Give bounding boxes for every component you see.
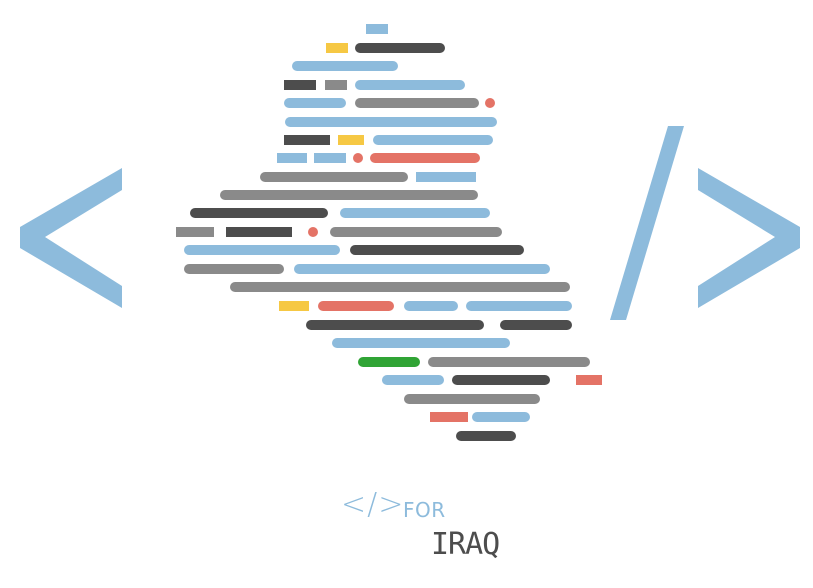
map-code-line-41 [428, 357, 590, 367]
map-code-line-20 [416, 172, 476, 182]
map-code-line-14 [373, 135, 493, 145]
map-code-line-5 [284, 80, 316, 90]
map-code-line-28 [184, 245, 340, 255]
map-code-line-37 [306, 320, 484, 330]
map-code-line-7 [355, 80, 465, 90]
map-code-line-45 [404, 394, 540, 404]
map-code-line-40 [358, 357, 420, 367]
map-code-line-21 [220, 190, 478, 200]
map-code-line-18 [370, 153, 480, 163]
map-code-line-39 [332, 338, 510, 348]
map-code-line-47 [472, 412, 530, 422]
map-code-line-10 [485, 98, 495, 108]
map-code-line-11 [285, 117, 497, 127]
map-code-line-19 [260, 172, 408, 182]
map-code-line-9 [355, 98, 479, 108]
code-brackets-icon [20, 126, 800, 320]
map-code-line-23 [340, 208, 490, 218]
map-code-line-4 [292, 61, 398, 71]
map-code-line-25 [226, 227, 292, 237]
map-code-line-17 [353, 153, 363, 163]
map-code-line-48 [456, 431, 516, 441]
map-code-line-2 [326, 43, 348, 53]
slash-icon [610, 126, 684, 320]
map-code-line-3 [355, 43, 445, 53]
map-code-line-30 [184, 264, 284, 274]
map-code-line-15 [277, 153, 307, 163]
map-code-line-29 [350, 245, 524, 255]
map-code-line-22 [190, 208, 328, 218]
map-code-line-1 [366, 24, 388, 34]
right-angle-bracket-icon [698, 168, 800, 308]
map-code-line-35 [404, 301, 458, 311]
map-code-line-46 [430, 412, 468, 422]
map-code-line-34 [318, 301, 394, 311]
map-code-line-43 [452, 375, 550, 385]
map-code-line-8 [284, 98, 346, 108]
left-angle-bracket-icon [20, 168, 122, 308]
map-code-line-27 [330, 227, 502, 237]
map-code-line-24 [176, 227, 214, 237]
map-code-line-36 [466, 301, 572, 311]
map-code-line-44 [576, 375, 602, 385]
map-code-line-6 [325, 80, 347, 90]
map-code-line-32 [230, 282, 570, 292]
map-code-line-26 [308, 227, 318, 237]
map-code-line-38 [500, 320, 572, 330]
map-code-line-33 [279, 301, 309, 311]
iraq-map-code-lines [176, 24, 602, 441]
map-code-line-16 [314, 153, 346, 163]
map-code-line-12 [284, 135, 330, 145]
map-code-line-13 [338, 135, 364, 145]
map-code-line-31 [294, 264, 550, 274]
map-code-line-42 [382, 375, 444, 385]
